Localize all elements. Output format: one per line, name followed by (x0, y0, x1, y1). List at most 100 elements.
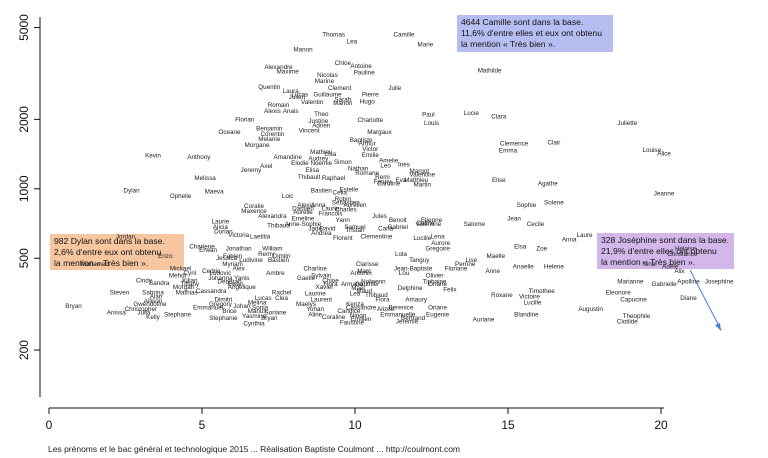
point-label: Alex (233, 265, 246, 272)
point-label: Eva (395, 177, 406, 184)
point-label: Anne (485, 268, 500, 275)
point-label: Raphael (322, 175, 345, 182)
point-label: Faustine (340, 320, 365, 327)
x-tick-label: 0 (46, 418, 53, 432)
point-label: Helene (544, 263, 564, 270)
point-label: Maud (356, 288, 372, 295)
point-label: Guillaume (313, 91, 342, 98)
point-label: Ludivine (239, 257, 263, 264)
point-label: Sebastien (332, 199, 361, 206)
point-label: Clotilde (617, 319, 638, 326)
point-label: Charles (335, 207, 357, 214)
point-label: Eleonore (606, 289, 632, 296)
point-label: Aurelie (293, 209, 313, 216)
point-label: Armand (341, 281, 364, 288)
point-label: Melina (248, 300, 267, 307)
point-label: Tristan (345, 227, 365, 234)
point-label: Matthieu (404, 177, 429, 184)
point-label: Morgane (245, 142, 270, 149)
annotation-camille-line-1: 4644 Camille sont dans la base. (461, 17, 583, 27)
point-label: Elsa (514, 244, 527, 251)
x-tick-label: 20 (654, 418, 668, 432)
point-label: Mohamed (81, 261, 109, 268)
point-label: Cassandra (196, 288, 227, 295)
point-label: Oceane (218, 129, 241, 136)
point-label: Bryan (65, 303, 82, 310)
point-label: Roxane (491, 292, 513, 299)
point-label: Sylvain (311, 272, 332, 279)
point-label: Bastien (268, 257, 290, 264)
point-label: Damien (292, 205, 314, 212)
point-label: Charlotte (358, 117, 384, 124)
point-label: Lise (466, 257, 478, 264)
point-label: Amandine (274, 154, 303, 161)
annotation-camille-line-3: la mention « Très bien ». (461, 39, 555, 49)
point-label: Benjamin (256, 125, 283, 132)
point-label: Robin (335, 196, 352, 203)
point-label: Coraline (322, 314, 346, 321)
annotation-josephine-line-2: 21,9% d'entre elles ont obtenu (601, 246, 717, 256)
point-label: Maxence (241, 208, 267, 215)
point-label: Laurie (212, 218, 230, 225)
point-label: Heloise (675, 245, 696, 252)
point-label: Marianne (617, 279, 644, 286)
point-label: Marc (357, 268, 371, 275)
point-label: Aline (308, 311, 322, 318)
point-label: Maelle (487, 253, 506, 260)
point-label: Francois (318, 210, 342, 217)
point-label: Lucas (255, 295, 272, 302)
point-label: Myriam (222, 261, 243, 268)
point-label: Florent (333, 235, 353, 242)
point-label: Alexia (297, 202, 315, 209)
point-label: Anissa (107, 309, 126, 316)
point-label: Paul (422, 112, 435, 119)
point-label: Melanie (258, 136, 281, 143)
point-label: Charlene (189, 244, 215, 251)
point-label: Bryan (261, 315, 278, 322)
point-label: Enzo (158, 253, 173, 260)
point-label: Romane (355, 170, 379, 177)
point-label: Jeremie (396, 319, 419, 326)
point-label: Nathan (348, 166, 369, 173)
point-label: Rachel (272, 289, 292, 296)
point-label: Coralie (244, 203, 264, 210)
point-label: Romain (268, 102, 290, 109)
point-label: Zoe (536, 245, 547, 252)
point-label: Carla (378, 226, 394, 233)
point-label: Flora (375, 297, 390, 304)
x-tick-label: 10 (348, 418, 362, 432)
point-label: Clara (491, 114, 507, 121)
point-label: Thomas (322, 31, 345, 38)
point-label: Alizee (377, 306, 395, 313)
point-label: Laure (576, 232, 593, 239)
x-tick-label: 15 (501, 418, 515, 432)
point-label: Lucie (464, 110, 480, 117)
annotation-camille-box (457, 15, 613, 52)
point-label: Emma (499, 148, 518, 155)
y-tick-label: 200 (17, 340, 31, 360)
point-label: Flora (323, 281, 338, 288)
point-label: Noemie (310, 160, 332, 167)
point-label: Dorian (214, 229, 233, 236)
annotation-camille-line-2: 11,6% d'entre elles et eux ont obtenu (461, 28, 602, 38)
point-label: Steven (110, 289, 130, 296)
point-label: Samuel (344, 224, 365, 231)
point-label: Alexis (264, 108, 281, 115)
point-label: Perrine (455, 261, 476, 268)
point-label: Antonin (350, 270, 372, 277)
point-label: Pierre (362, 91, 379, 98)
point-label: Jonathan (226, 245, 252, 252)
point-label: Nolwenn (361, 279, 386, 286)
point-label: Thibault (298, 174, 321, 181)
point-label: Erwan (199, 247, 217, 254)
point-label: Justine (308, 118, 328, 125)
point-label: Adele (662, 263, 679, 270)
point-label: Anais (283, 108, 299, 115)
point-label: Felix (443, 286, 457, 293)
point-label: Chloe (322, 277, 339, 284)
point-label: Gabriel (388, 224, 408, 231)
point-label: Brice (222, 308, 237, 315)
point-label: Alexandra (258, 213, 287, 220)
point-label: Julie (388, 85, 401, 92)
point-label: Clarisse (356, 261, 379, 268)
